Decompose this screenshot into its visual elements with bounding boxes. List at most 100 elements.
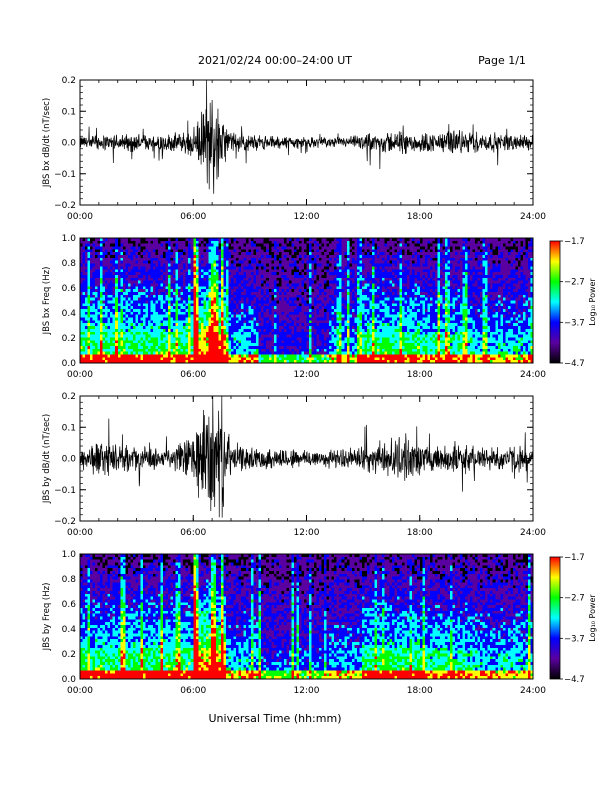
spectrogram-cell: [269, 326, 272, 329]
spectrogram-cell: [256, 261, 259, 264]
spectrogram-cell: [231, 346, 234, 349]
spectrogram-cell: [301, 320, 304, 323]
spectrogram-cell: [231, 340, 234, 343]
spectrogram-cell: [135, 255, 138, 258]
spectrogram-cell: [108, 332, 111, 335]
spectrogram-cell: [88, 318, 91, 321]
spectrogram-cell: [130, 247, 133, 250]
spectrogram-cell: [234, 255, 237, 258]
spectrogram-cell: [161, 303, 164, 306]
spectrogram-cell: [286, 252, 289, 255]
spectrogram-cell: [201, 340, 204, 343]
spectrogram-cell: [234, 320, 237, 323]
spectrogram-cell: [98, 346, 101, 349]
spectrogram-cell: [173, 261, 176, 264]
spectrogram-cell: [156, 357, 159, 360]
spectrogram-cell: [181, 303, 184, 306]
spectrogram-cell: [327, 244, 330, 247]
spectrogram-cell: [115, 266, 118, 269]
spectrogram-cell: [163, 278, 166, 281]
spectrogram-cell: [171, 275, 174, 278]
spectrogram-cell: [208, 323, 211, 326]
spectrogram-cell: [158, 247, 161, 250]
spectrogram-cell: [90, 337, 93, 340]
spectrogram-cell: [118, 323, 121, 326]
spectrogram-cell: [319, 298, 322, 301]
spectrogram-cell: [271, 326, 274, 329]
spectrogram-cell: [176, 244, 179, 247]
spectrogram-cell: [183, 332, 186, 335]
spectrogram-cell: [271, 309, 274, 312]
spectrogram-cell: [130, 258, 133, 261]
spectrogram-cell: [251, 286, 254, 289]
spectrogram-cell: [314, 244, 317, 247]
spectrogram-cell: [249, 352, 252, 355]
spectrogram-cell: [241, 252, 244, 255]
spectrogram-cell: [125, 337, 128, 340]
spectrogram-cell: [123, 309, 126, 312]
spectrogram-cell: [249, 255, 252, 258]
spectrogram-cell: [254, 283, 257, 286]
spectrogram-cell: [120, 343, 123, 346]
spectrogram-cell: [339, 335, 342, 338]
spectrogram-cell: [339, 269, 342, 272]
spectrogram-cell: [291, 281, 294, 284]
spectrogram-cell: [108, 258, 111, 261]
spectrogram-cell: [158, 354, 161, 357]
spectrogram-cell: [218, 309, 221, 312]
spectrogram-cell: [234, 275, 237, 278]
spectrogram-cell: [110, 258, 113, 261]
spectrogram-cell: [196, 352, 199, 355]
spectrogram-cell: [284, 329, 287, 332]
spectrogram-cell: [173, 337, 176, 340]
spectrogram-cell: [158, 272, 161, 275]
spectrogram-cell: [110, 354, 113, 357]
spectrogram-cell: [221, 292, 224, 295]
spectrogram-cell: [339, 255, 342, 258]
spectrogram-cell: [228, 357, 231, 360]
spectrogram-cell: [244, 264, 247, 267]
spectrogram-cell: [163, 312, 166, 315]
spectrogram-cell: [284, 295, 287, 298]
spectrogram-cell: [145, 286, 148, 289]
spectrogram-cell: [188, 292, 191, 295]
spectrogram-cell: [286, 261, 289, 264]
spectrogram-cell: [120, 326, 123, 329]
spectrogram-cell: [125, 312, 128, 315]
spectrogram-cell: [143, 281, 146, 284]
spectrogram-cell: [329, 283, 332, 286]
spectrogram-cell: [256, 292, 259, 295]
spectrogram-cell: [239, 326, 242, 329]
spectrogram-cell: [269, 312, 272, 315]
spectrogram-cell: [135, 241, 138, 244]
spectrogram-cell: [93, 241, 96, 244]
spectrogram-cell: [304, 281, 307, 284]
spectrogram-cell: [98, 315, 101, 318]
spectrogram-cell: [201, 269, 204, 272]
spectrogram-cell: [196, 320, 199, 323]
spectrogram-cell: [156, 312, 159, 315]
spectrogram-cell: [296, 303, 299, 306]
spectrogram-cell: [244, 306, 247, 309]
spectrogram-cell: [254, 335, 257, 338]
spectrogram-cell: [153, 241, 156, 244]
spectrogram-cell: [254, 252, 257, 255]
spectrogram-cell: [183, 258, 186, 261]
spectrogram-cell: [286, 269, 289, 272]
spectrogram-cell: [173, 352, 176, 355]
spectrogram-cell: [301, 312, 304, 315]
spectrogram-cell: [115, 315, 118, 318]
spectrogram-cell: [259, 292, 262, 295]
spectrogram-cell: [291, 352, 294, 355]
spectrogram-cell: [251, 332, 254, 335]
spectrogram-cell: [125, 340, 128, 343]
spectrogram-cell: [239, 312, 242, 315]
spectrogram-cell: [294, 320, 297, 323]
spectrogram-cell: [218, 337, 221, 340]
spectrogram-cell: [241, 329, 244, 332]
spectrogram-cell: [118, 298, 121, 301]
spectrogram-cell: [138, 340, 141, 343]
spectrogram-cell: [98, 295, 101, 298]
spectrogram-cell: [166, 349, 169, 352]
spectrogram-cell: [342, 275, 345, 278]
